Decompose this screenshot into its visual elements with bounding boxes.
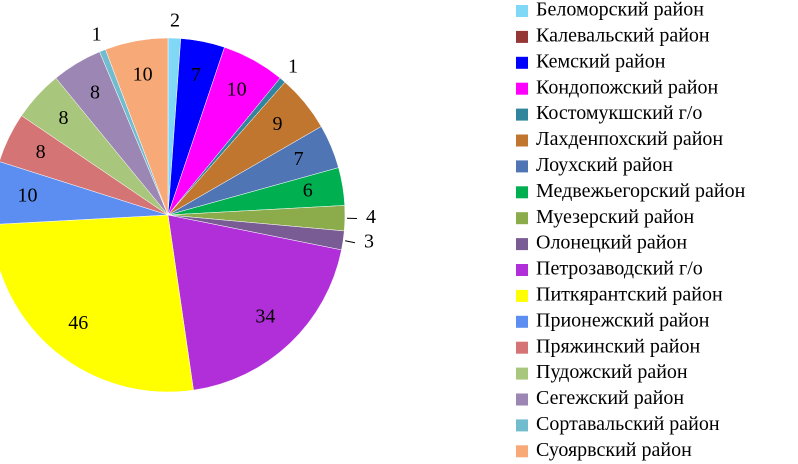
legend-swatch xyxy=(516,160,528,173)
legend-label: Олонецкий район xyxy=(536,232,687,254)
legend-label: Сегежский район xyxy=(536,387,684,409)
legend-swatch xyxy=(516,315,528,328)
legend-label: Пудожский район xyxy=(536,361,688,383)
legend-swatch xyxy=(516,264,528,276)
data-label: 6 xyxy=(303,180,313,202)
legend-label: Прионежский район xyxy=(536,309,710,331)
data-label: 3 xyxy=(364,230,374,252)
legend-swatch xyxy=(516,238,528,251)
legend-swatch xyxy=(516,186,528,199)
data-label: 10 xyxy=(227,79,247,101)
legend-label: Сортавальский район xyxy=(536,413,720,435)
pie-slice xyxy=(167,214,342,391)
legend-swatch xyxy=(516,82,528,95)
leader-line xyxy=(345,240,356,244)
legend-label: Муезерский район xyxy=(536,206,695,228)
data-label: 1 xyxy=(92,23,102,45)
legend-label: Пряжинский район xyxy=(536,335,700,357)
legend-label: Костомукшский г/о xyxy=(536,102,702,124)
legend-label: Медвежьегорский район xyxy=(536,180,746,202)
data-label: 34 xyxy=(255,305,275,327)
pie-slice xyxy=(105,37,169,216)
legend-swatch xyxy=(516,30,528,43)
data-label: 8 xyxy=(36,141,46,163)
legend-label: Суоярвский район xyxy=(536,439,692,461)
legend-swatch xyxy=(516,341,528,354)
legend-swatch xyxy=(516,367,528,380)
legend-label: Беломорский район xyxy=(536,0,704,21)
legend-swatch xyxy=(516,445,528,458)
data-label: 7 xyxy=(294,148,304,170)
data-label: 1 xyxy=(288,55,298,77)
legend-label: Лоухский район xyxy=(536,154,673,176)
data-label: 4 xyxy=(366,206,376,228)
legend-swatch xyxy=(516,108,528,121)
data-label: 10 xyxy=(18,185,38,207)
legend-swatch xyxy=(516,419,528,432)
legend-label: Петрозаводский г/о xyxy=(536,258,703,280)
data-label: 8 xyxy=(90,81,100,103)
legend-swatch xyxy=(516,393,528,406)
legend-swatch xyxy=(516,289,528,302)
data-label: 9 xyxy=(273,113,283,135)
legend-swatch xyxy=(516,212,528,225)
data-label: 10 xyxy=(133,63,153,85)
legend-label: Кемский район xyxy=(536,50,666,72)
data-label: 46 xyxy=(68,312,88,334)
data-label: 2 xyxy=(170,10,180,32)
legend-swatch xyxy=(516,56,528,69)
pie-slice xyxy=(0,161,169,225)
legend-label: Лахденпохский район xyxy=(536,128,723,150)
data-label: 7 xyxy=(191,64,201,86)
legend-label: Калевальский район xyxy=(536,24,710,46)
pie-slice xyxy=(0,214,194,393)
data-label: 8 xyxy=(58,107,68,129)
legend-swatch xyxy=(516,134,528,147)
legend-label: Кондопожский район xyxy=(536,76,718,98)
legend-swatch xyxy=(516,5,528,17)
legend-label: Питкярантский район xyxy=(536,283,723,305)
